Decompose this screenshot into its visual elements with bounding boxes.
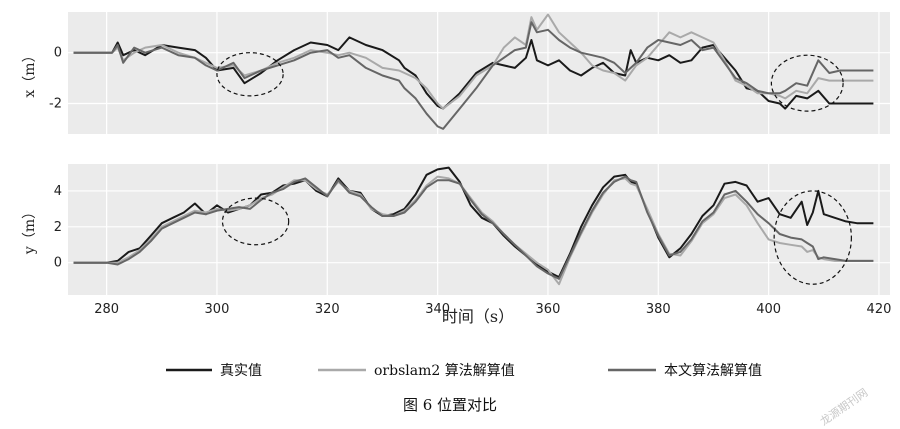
- x-tick-label: 400: [756, 302, 781, 317]
- x-tick-label: 380: [646, 302, 671, 317]
- highlight-ellipse: [770, 54, 844, 112]
- legend-label-true: 真实值: [220, 363, 262, 379]
- y-axis-label: x（m）: [22, 48, 38, 97]
- x-position-panel: -2 0 x（m）: [22, 12, 890, 134]
- x-tick-label: 300: [205, 302, 230, 317]
- highlight-ellipse: [773, 190, 852, 285]
- x-tick-label: 360: [536, 302, 561, 317]
- highlight-ellipse: [216, 52, 284, 97]
- y-tick-label: 2: [54, 220, 62, 235]
- legend: 真实值 orbslam2 算法解算值 本文算法解算值: [166, 363, 762, 379]
- y-tick-label: -2: [49, 97, 62, 112]
- figure-caption: 图 6 位置对比: [403, 396, 497, 414]
- watermark: 龙源期刊网: [817, 385, 870, 428]
- x-axis-label: 时间（s）: [442, 307, 514, 326]
- x-tick-label: 420: [867, 302, 892, 317]
- series-line-proposed: [73, 175, 874, 280]
- y-tick-label: 0: [54, 256, 62, 271]
- x-tick-label: 280: [94, 302, 119, 317]
- legend-label-orbslam2: orbslam2 算法解算值: [374, 363, 515, 379]
- x-tick-label: 340: [425, 302, 450, 317]
- y-tick-label: 0: [54, 46, 62, 61]
- plot-background: [68, 164, 890, 295]
- x-tick-label: 320: [315, 302, 340, 317]
- highlight-ellipse: [221, 197, 290, 246]
- series-line-true: [73, 36, 874, 110]
- y-position-panel: 0 2 4 y（m） 280 300 320 340 360 380 400 420: [22, 164, 891, 317]
- y-tick-label: 4: [54, 184, 62, 199]
- series-line-proposed: [73, 21, 874, 130]
- y-axis-label: y（m）: [22, 205, 38, 255]
- legend-label-proposed: 本文算法解算值: [664, 363, 762, 379]
